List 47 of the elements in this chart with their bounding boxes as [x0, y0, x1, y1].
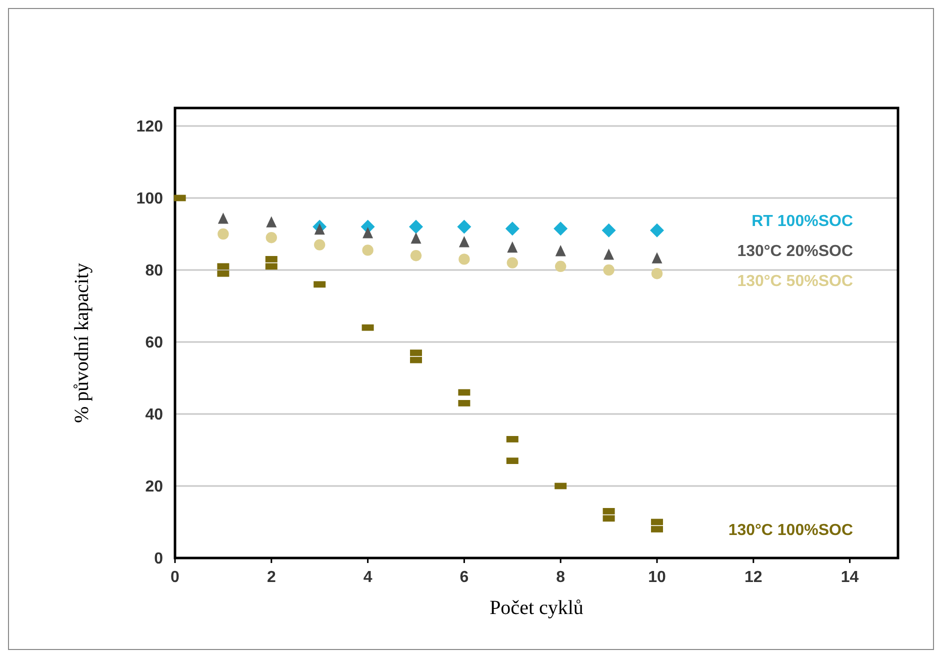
x-tick-label: 14: [840, 569, 859, 586]
y-tick-label: 100: [136, 190, 164, 208]
point: [314, 223, 325, 235]
point: [266, 216, 277, 228]
point: [362, 244, 374, 256]
point: [555, 260, 566, 272]
point: [314, 239, 326, 250]
point: [604, 248, 614, 260]
point: [218, 212, 228, 224]
point: [458, 236, 470, 248]
point: [602, 223, 616, 238]
text: 130°C 100%SOC: [728, 522, 854, 539]
y-tick-label: 80: [145, 262, 164, 280]
point: [603, 264, 614, 276]
point: [507, 241, 518, 253]
point: [651, 268, 663, 280]
x-tick-label: 0: [170, 569, 180, 586]
y-tick-label: 0: [154, 550, 164, 568]
x-axis-title: Počet cyklů: [490, 597, 584, 619]
y-tick-label: 40: [145, 406, 164, 424]
x-tick-label: 6: [460, 569, 469, 586]
point: [409, 220, 423, 234]
y-tick-label: 20: [145, 478, 164, 496]
point: [554, 222, 568, 236]
point: [457, 220, 472, 234]
point: [218, 228, 229, 240]
point: [650, 223, 664, 238]
y-tick-label: 60: [145, 334, 164, 352]
x-tick-label: 8: [556, 569, 566, 586]
point: [652, 252, 662, 264]
point: [505, 222, 520, 236]
x-tick-label: 4: [363, 569, 372, 586]
text: 130°C 20%SOC: [737, 243, 854, 260]
point: [362, 227, 374, 238]
x-tick-label: 12: [744, 569, 762, 586]
point: [410, 232, 422, 244]
x-tick-label: 2: [266, 569, 276, 586]
y-tick-label: 120: [136, 118, 164, 136]
x-tick-label: 10: [648, 569, 666, 586]
text: RT 100%SOC: [752, 213, 854, 230]
point: [506, 257, 518, 268]
text: 130°C 50%SOC: [737, 273, 854, 290]
point: [458, 254, 470, 265]
point: [410, 250, 422, 262]
y-axis-title: % původní kapacity: [71, 263, 93, 423]
point: [555, 245, 566, 256]
point: [266, 232, 277, 244]
